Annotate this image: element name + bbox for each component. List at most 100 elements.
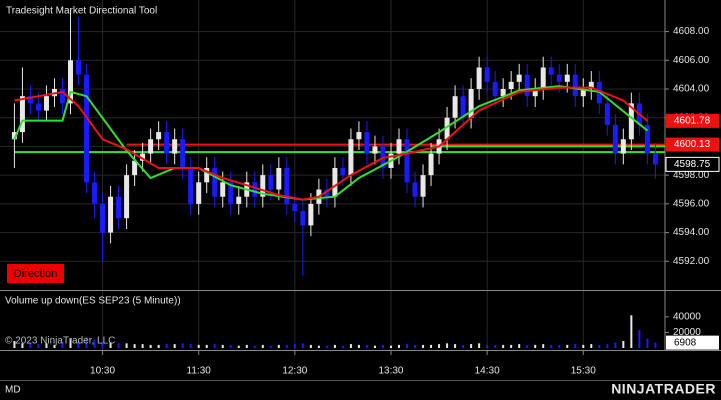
volume-bar bbox=[590, 344, 593, 348]
volume-bar bbox=[438, 344, 441, 348]
volume-bar bbox=[13, 341, 16, 348]
volume-bar bbox=[582, 344, 585, 348]
candle-body bbox=[340, 167, 346, 176]
candle-body bbox=[364, 132, 370, 154]
volume-bar bbox=[205, 344, 208, 348]
candle-body bbox=[492, 81, 498, 97]
candle-body bbox=[564, 74, 570, 82]
volume-bar bbox=[45, 343, 48, 348]
candle-body bbox=[220, 182, 226, 197]
volume-bar bbox=[317, 345, 320, 348]
volume-bar bbox=[398, 344, 400, 348]
candle-body bbox=[500, 89, 506, 97]
candle-body bbox=[508, 81, 514, 90]
volume-bar bbox=[630, 315, 633, 348]
copyright: © 2023 NinjaTrader, LLC bbox=[5, 336, 115, 347]
price-label: 4598.75 bbox=[674, 159, 711, 170]
candle-body bbox=[35, 103, 41, 111]
price-label-box bbox=[666, 137, 719, 152]
volume-bar bbox=[646, 338, 649, 348]
volume-bar bbox=[566, 344, 569, 348]
candle-body bbox=[124, 175, 130, 219]
volume-bar bbox=[53, 344, 56, 348]
candle-body bbox=[604, 103, 610, 125]
volume-bar bbox=[245, 344, 248, 348]
indicator-title: Tradesight Market Directional Tool bbox=[6, 6, 157, 17]
volume-label-box bbox=[666, 335, 719, 350]
volume-bar bbox=[478, 343, 481, 348]
candle-body bbox=[92, 182, 98, 204]
candle-body bbox=[588, 81, 594, 90]
candle-body bbox=[212, 167, 218, 197]
y-tick-label: 4604.00 bbox=[673, 84, 710, 95]
volume-bar bbox=[550, 344, 553, 348]
y-tick-label: 4606.00 bbox=[673, 55, 710, 66]
candle-body bbox=[188, 167, 194, 204]
volume-bar bbox=[462, 344, 465, 348]
volume-bar bbox=[430, 344, 433, 348]
volume-bar bbox=[101, 341, 104, 348]
candle-body bbox=[204, 167, 210, 183]
volume-bar bbox=[357, 344, 360, 348]
candle-body bbox=[476, 67, 482, 90]
volume-bar bbox=[406, 344, 409, 348]
volume-bar bbox=[349, 344, 352, 348]
candle-body bbox=[268, 175, 274, 190]
candle-body bbox=[540, 67, 546, 90]
volume-bar bbox=[446, 343, 449, 348]
indicator-line bbox=[14, 86, 649, 201]
volume-bar bbox=[285, 344, 288, 348]
candle-body bbox=[628, 103, 634, 140]
candle-body bbox=[196, 182, 202, 204]
candle-body bbox=[260, 175, 266, 197]
candle-body bbox=[276, 167, 282, 190]
candle-body bbox=[148, 139, 154, 154]
candle-body bbox=[252, 182, 258, 197]
candle-body bbox=[68, 60, 74, 104]
volume-bar bbox=[389, 345, 392, 348]
volume-bar bbox=[277, 344, 280, 348]
logo: NINJATRADER bbox=[611, 381, 716, 397]
volume-bar bbox=[526, 344, 529, 348]
candle-body bbox=[308, 203, 314, 226]
volume-bar bbox=[325, 345, 328, 348]
volume-bar bbox=[189, 344, 192, 348]
candle-body bbox=[644, 124, 650, 154]
y-tick-label: 4598.00 bbox=[673, 170, 710, 181]
volume-bar bbox=[253, 345, 256, 348]
volume-bar bbox=[341, 345, 344, 348]
volume-bar bbox=[454, 344, 457, 348]
price-label-box bbox=[665, 156, 720, 172]
candle-body bbox=[164, 132, 170, 154]
price-label: 4600.13 bbox=[674, 139, 711, 150]
volume-bar bbox=[654, 342, 657, 348]
y-tick-label: 4608.00 bbox=[673, 26, 710, 37]
candle-body bbox=[348, 139, 354, 176]
volume-bar bbox=[470, 344, 473, 348]
volume-panel bbox=[13, 315, 657, 348]
volume-bar bbox=[181, 343, 184, 348]
volume-bar bbox=[606, 344, 609, 348]
candle-body bbox=[284, 167, 290, 204]
candle-body bbox=[404, 139, 410, 183]
candle-body bbox=[180, 139, 186, 168]
volume-bar bbox=[197, 344, 200, 348]
plot-area bbox=[11, 10, 665, 276]
x-tick-label: 11:30 bbox=[187, 366, 212, 377]
candle-body bbox=[300, 211, 306, 226]
volume-bar bbox=[69, 338, 72, 348]
volume-bar bbox=[558, 344, 561, 348]
candle-body bbox=[420, 175, 426, 197]
price-label-box bbox=[666, 113, 719, 128]
candle-body bbox=[372, 146, 378, 154]
candle-body bbox=[412, 182, 418, 197]
candle-body bbox=[332, 167, 338, 197]
volume-bar bbox=[85, 337, 88, 348]
volume-bar bbox=[293, 344, 296, 348]
candle-body bbox=[140, 153, 146, 161]
direction-label: Direction bbox=[14, 268, 57, 280]
volume-bar bbox=[365, 344, 368, 348]
candle-body bbox=[356, 132, 362, 140]
y-tick-label: 4596.00 bbox=[673, 199, 710, 210]
